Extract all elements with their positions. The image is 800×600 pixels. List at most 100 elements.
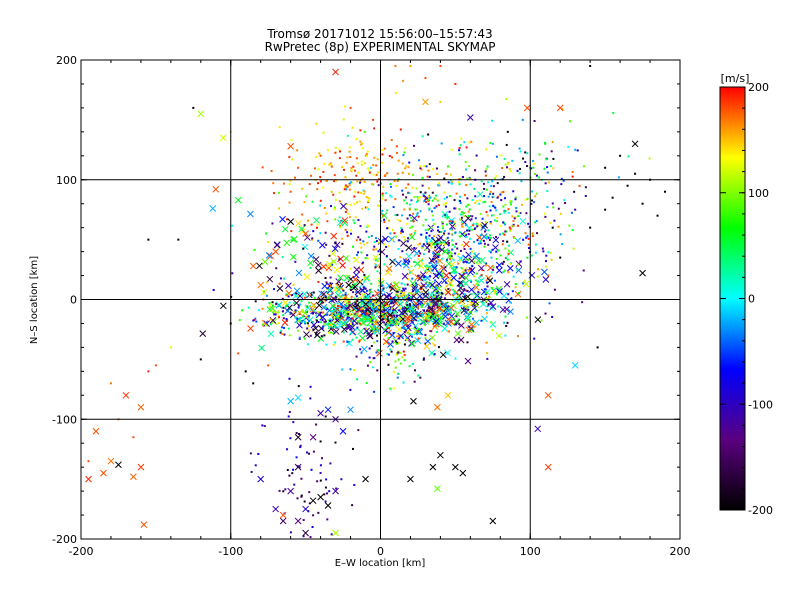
data-point [398,288,401,291]
data-point [315,226,318,229]
data-point [483,242,486,245]
data-point [415,284,418,287]
data-point [192,106,195,109]
data-point [460,211,463,214]
data-point [334,309,337,312]
data-point [355,378,358,381]
data-point [355,157,358,160]
data-point [325,307,328,310]
data-point [417,337,420,340]
data-point [493,292,496,295]
data-point [561,243,564,246]
data-point [387,318,390,321]
data-point [545,254,548,257]
data-point [303,224,306,227]
data-point [571,175,574,178]
data-point [422,357,425,360]
data-point [410,317,413,320]
data-point [518,147,521,150]
data-point [321,301,324,304]
data-point-x [360,345,368,353]
data-point [416,212,419,215]
data-point [447,181,450,184]
data-point [439,100,442,103]
data-point [450,311,453,314]
data-point-x [382,338,390,346]
data-point [412,173,415,176]
data-point [238,319,241,322]
data-point [330,314,333,317]
data-point [359,322,362,325]
data-point [464,260,467,263]
data-point [408,208,411,211]
data-point-x [476,191,484,198]
data-point [329,282,332,285]
data-point [413,246,416,249]
data-point [487,229,490,232]
data-point-x [414,337,422,344]
data-point [366,297,369,300]
data-point [399,351,402,354]
data-point [373,390,376,393]
data-point [435,330,438,333]
data-point [415,282,418,285]
data-point [460,243,463,246]
data-point [497,249,500,252]
data-point [534,251,537,254]
data-point [486,357,489,360]
data-point [494,177,497,180]
data-point [299,444,302,447]
data-point [453,199,456,202]
data-point [440,230,443,233]
data-point [521,118,524,121]
data-point [390,195,393,198]
data-point [408,333,411,336]
data-point [392,332,395,335]
data-point [462,280,465,283]
data-point [338,157,341,160]
data-point [409,284,412,287]
data-point [516,169,519,172]
data-point [562,179,565,182]
data-point [381,194,384,197]
data-point-x [337,255,344,263]
data-point [360,308,363,311]
data-point [491,142,494,145]
data-point [431,269,434,272]
data-point [316,188,319,191]
data-point [479,212,482,215]
data-point [470,280,473,283]
data-point [509,200,512,203]
data-point [383,221,386,224]
data-point [288,201,291,204]
data-point [454,82,457,85]
data-point-x [197,110,205,118]
data-point [485,262,488,265]
data-point [371,323,374,326]
data-point [306,551,308,553]
data-point [503,211,506,214]
data-point [382,318,385,321]
data-point [480,274,483,277]
data-point [285,304,288,307]
data-point [212,288,215,291]
data-point [147,370,150,373]
data-point [479,275,482,278]
data-point-x [394,286,402,294]
data-point [345,208,348,211]
data-point [348,182,351,185]
data-point [386,352,389,355]
data-point [424,218,427,221]
data-point [322,186,325,189]
data-point [584,194,587,197]
data-point [503,233,506,236]
data-point-x [495,285,503,293]
data-point [395,353,398,356]
data-point-x [290,236,297,244]
data-point [502,270,505,273]
data-point [340,306,343,309]
data-point [277,322,280,325]
data-point [489,237,492,240]
data-point [433,197,436,200]
data-point-x [362,300,370,308]
